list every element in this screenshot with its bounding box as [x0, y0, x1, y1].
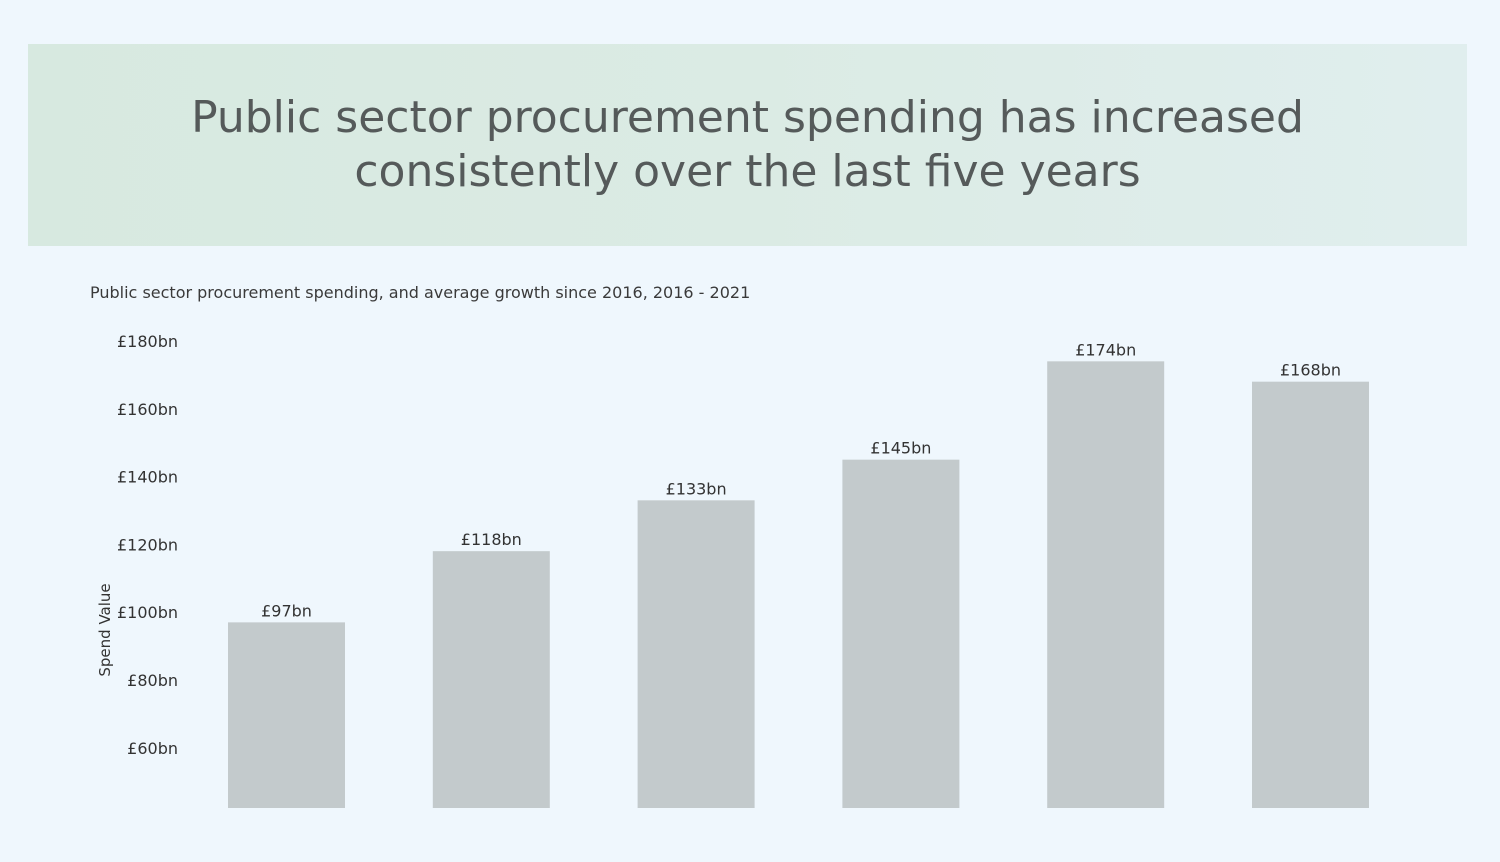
bar: [432, 551, 550, 808]
bar: [637, 500, 755, 808]
y-axis-ticks: £60bn £80bn £100bn £120bn £140bn £160bn £180bn: [117, 332, 178, 758]
bar: [842, 459, 960, 808]
y-axis-title: Spend Value: [96, 583, 114, 676]
bar-value-label: £145bn: [870, 439, 931, 458]
y-tick-label: £100bn: [117, 603, 178, 622]
bar-value-label: £174bn: [1075, 340, 1136, 359]
chart-subtitle: Public sector procurement spending, and …: [90, 283, 751, 302]
bar-value-label: £168bn: [1280, 361, 1341, 380]
bar: [228, 622, 345, 808]
y-tick-label: £160bn: [117, 400, 178, 419]
bar-value-label: £133bn: [666, 479, 727, 498]
bar-value-label: £97bn: [261, 601, 312, 620]
chart-title: Public sector procurement spending has i…: [191, 92, 1304, 197]
bar: [1252, 381, 1369, 808]
y-tick-label: £80bn: [127, 671, 178, 690]
bars: [228, 361, 1369, 808]
y-tick-label: £120bn: [117, 535, 178, 554]
y-tick-label: £180bn: [117, 332, 178, 351]
title-banner: Public sector procurement spending has i…: [28, 44, 1467, 246]
bar-value-label: £118bn: [461, 530, 522, 549]
y-tick-label: £60bn: [127, 739, 178, 758]
value-labels: £97bn £118bn £133bn £145bn £174bn £168bn: [261, 340, 1341, 620]
y-tick-label: £140bn: [117, 468, 178, 487]
bar: [1047, 361, 1165, 808]
